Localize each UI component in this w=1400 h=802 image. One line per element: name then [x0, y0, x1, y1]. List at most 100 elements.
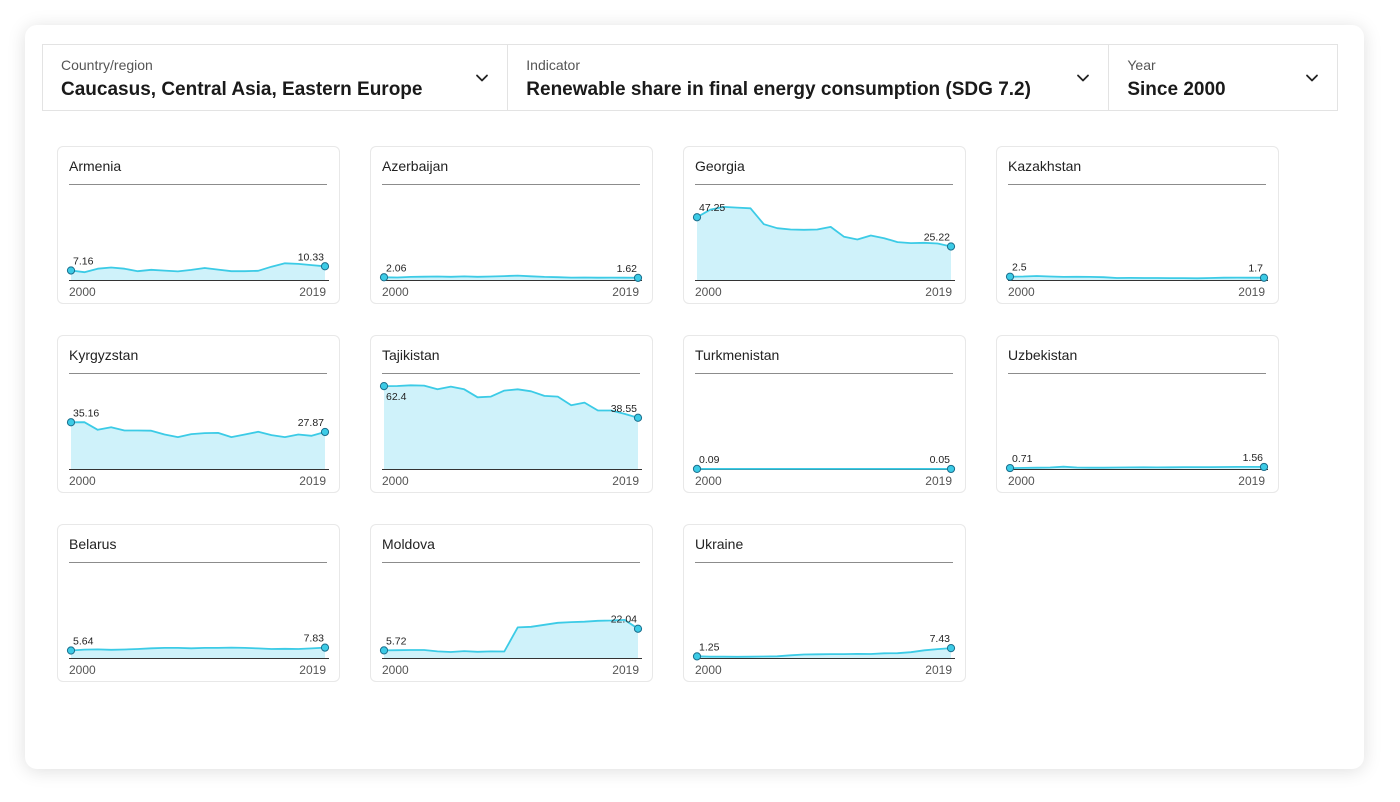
first-value-label: 5.72 — [386, 635, 407, 647]
series-area — [71, 647, 325, 658]
last-value-label: 7.43 — [930, 633, 951, 645]
last-value-label: 22.04 — [611, 614, 637, 626]
start-year-label: 2000 — [69, 474, 96, 488]
last-value-label: 38.55 — [611, 403, 637, 415]
last-value-label: 0.05 — [930, 454, 951, 466]
series-line — [1009, 465, 1264, 469]
first-value-label: 47.25 — [699, 202, 725, 214]
sparkline-chart: 2.06 1.62 — [379, 262, 643, 282]
first-point-marker — [1005, 272, 1015, 281]
start-year-label: 2000 — [69, 285, 96, 299]
start-year-label: 2000 — [382, 663, 409, 677]
start-year-label: 2000 — [382, 474, 409, 488]
first-point-marker — [692, 464, 702, 473]
first-point-marker — [66, 418, 76, 427]
chart-title: Tajikistan — [382, 347, 440, 363]
end-year-label: 2019 — [1238, 474, 1265, 488]
year-label: Year — [1127, 57, 1156, 73]
chart-title: Turkmenistan — [695, 347, 780, 363]
series-area — [71, 422, 325, 469]
last-value-label: 27.87 — [298, 417, 324, 429]
country-region-dropdown[interactable]: Country/region Caucasus, Central Asia, E… — [43, 45, 509, 110]
start-year-label: 2000 — [695, 285, 722, 299]
title-rule — [1008, 184, 1266, 185]
title-rule — [695, 184, 953, 185]
series-line — [383, 619, 639, 653]
sparkline-chart: 5.72 22.04 — [379, 614, 643, 659]
series-line — [383, 384, 639, 419]
series-line — [1009, 275, 1264, 280]
chart-title: Moldova — [382, 536, 435, 552]
chart-title: Azerbaijan — [382, 158, 449, 174]
title-rule — [695, 373, 953, 374]
last-value-label: 1.7 — [1248, 263, 1263, 275]
first-point-marker — [379, 646, 389, 655]
sparkline-chart: 7.16 10.33 — [66, 251, 330, 281]
title-rule — [382, 184, 640, 185]
sparkline-chart: 47.25 25.22 — [692, 202, 956, 281]
first-value-label: 62.4 — [386, 391, 407, 403]
title-rule — [382, 562, 640, 563]
title-rule — [695, 562, 953, 563]
year-value: Since 2000 — [1127, 79, 1226, 100]
first-point-marker — [66, 646, 76, 655]
chart-panel-uzbekistan: Uzbekistan 0.71 1.56 2000 2019 — [996, 335, 1279, 493]
end-year-label: 2019 — [1238, 285, 1265, 299]
indicator-label: Indicator — [526, 57, 580, 73]
filter-bar: Country/region Caucasus, Central Asia, E… — [42, 44, 1338, 111]
series-area — [71, 263, 325, 280]
sparkline-chart: 1.25 7.43 — [692, 633, 956, 661]
last-value-label: 25.22 — [924, 231, 950, 243]
indicator-value: Renewable share in final energy consumpt… — [526, 79, 1031, 100]
series-area — [384, 619, 638, 658]
chart-panel-kazakhstan: Kazakhstan 2.5 1.7 2000 2019 — [996, 146, 1279, 304]
chart-title: Belarus — [69, 536, 117, 552]
last-point-marker — [946, 242, 956, 251]
end-year-label: 2019 — [925, 474, 952, 488]
sparkline-chart: 0.71 1.56 — [1005, 452, 1269, 473]
last-point-marker — [633, 273, 643, 282]
start-year-label: 2000 — [695, 663, 722, 677]
end-year-label: 2019 — [299, 663, 326, 677]
series-line — [70, 262, 326, 274]
first-point-marker — [692, 652, 702, 661]
chart-panel-kyrgyzstan: Kyrgyzstan 35.16 27.87 2000 2019 — [57, 335, 340, 493]
series-area — [384, 385, 638, 469]
chart-title: Ukraine — [695, 536, 744, 552]
last-point-marker — [946, 644, 956, 653]
chart-panel-belarus: Belarus 5.64 7.83 2000 2019 — [57, 524, 340, 682]
first-value-label: 7.16 — [73, 255, 94, 267]
series-area — [384, 275, 638, 280]
chevron-down-icon — [1306, 74, 1318, 82]
end-year-label: 2019 — [925, 285, 952, 299]
first-value-label: 35.16 — [73, 407, 99, 419]
title-rule — [1008, 373, 1266, 374]
last-point-marker — [1259, 462, 1269, 472]
chart-panel-ukraine: Ukraine 1.25 7.43 2000 2019 — [683, 524, 966, 682]
chart-panel-armenia: Armenia 7.16 10.33 2000 2019 — [57, 146, 340, 304]
last-point-marker — [633, 413, 643, 422]
chevron-down-icon — [476, 74, 489, 82]
end-year-label: 2019 — [299, 285, 326, 299]
series-line — [383, 274, 639, 279]
start-year-label: 2000 — [695, 474, 722, 488]
series-line — [696, 647, 952, 658]
title-rule — [382, 373, 640, 374]
first-point-marker — [379, 273, 389, 282]
first-value-label: 5.64 — [73, 636, 94, 648]
last-value-label: 10.33 — [298, 251, 324, 263]
year-dropdown[interactable]: Year Since 2000 — [1109, 45, 1337, 110]
indicator-dropdown[interactable]: Indicator Renewable share in final energ… — [508, 45, 1110, 110]
series-area — [697, 648, 951, 658]
last-point-marker — [320, 643, 330, 652]
chart-panel-moldova: Moldova 5.72 22.04 2000 2019 — [370, 524, 653, 682]
last-value-label: 1.56 — [1243, 452, 1264, 464]
last-point-marker — [946, 464, 956, 474]
last-point-marker — [320, 262, 330, 271]
last-value-label: 7.83 — [304, 633, 325, 645]
start-year-label: 2000 — [1008, 474, 1035, 488]
first-value-label: 2.06 — [386, 262, 407, 274]
series-line — [70, 421, 326, 438]
chart-panel-azerbaijan: Azerbaijan 2.06 1.62 2000 2019 — [370, 146, 653, 304]
first-point-marker — [379, 381, 389, 391]
